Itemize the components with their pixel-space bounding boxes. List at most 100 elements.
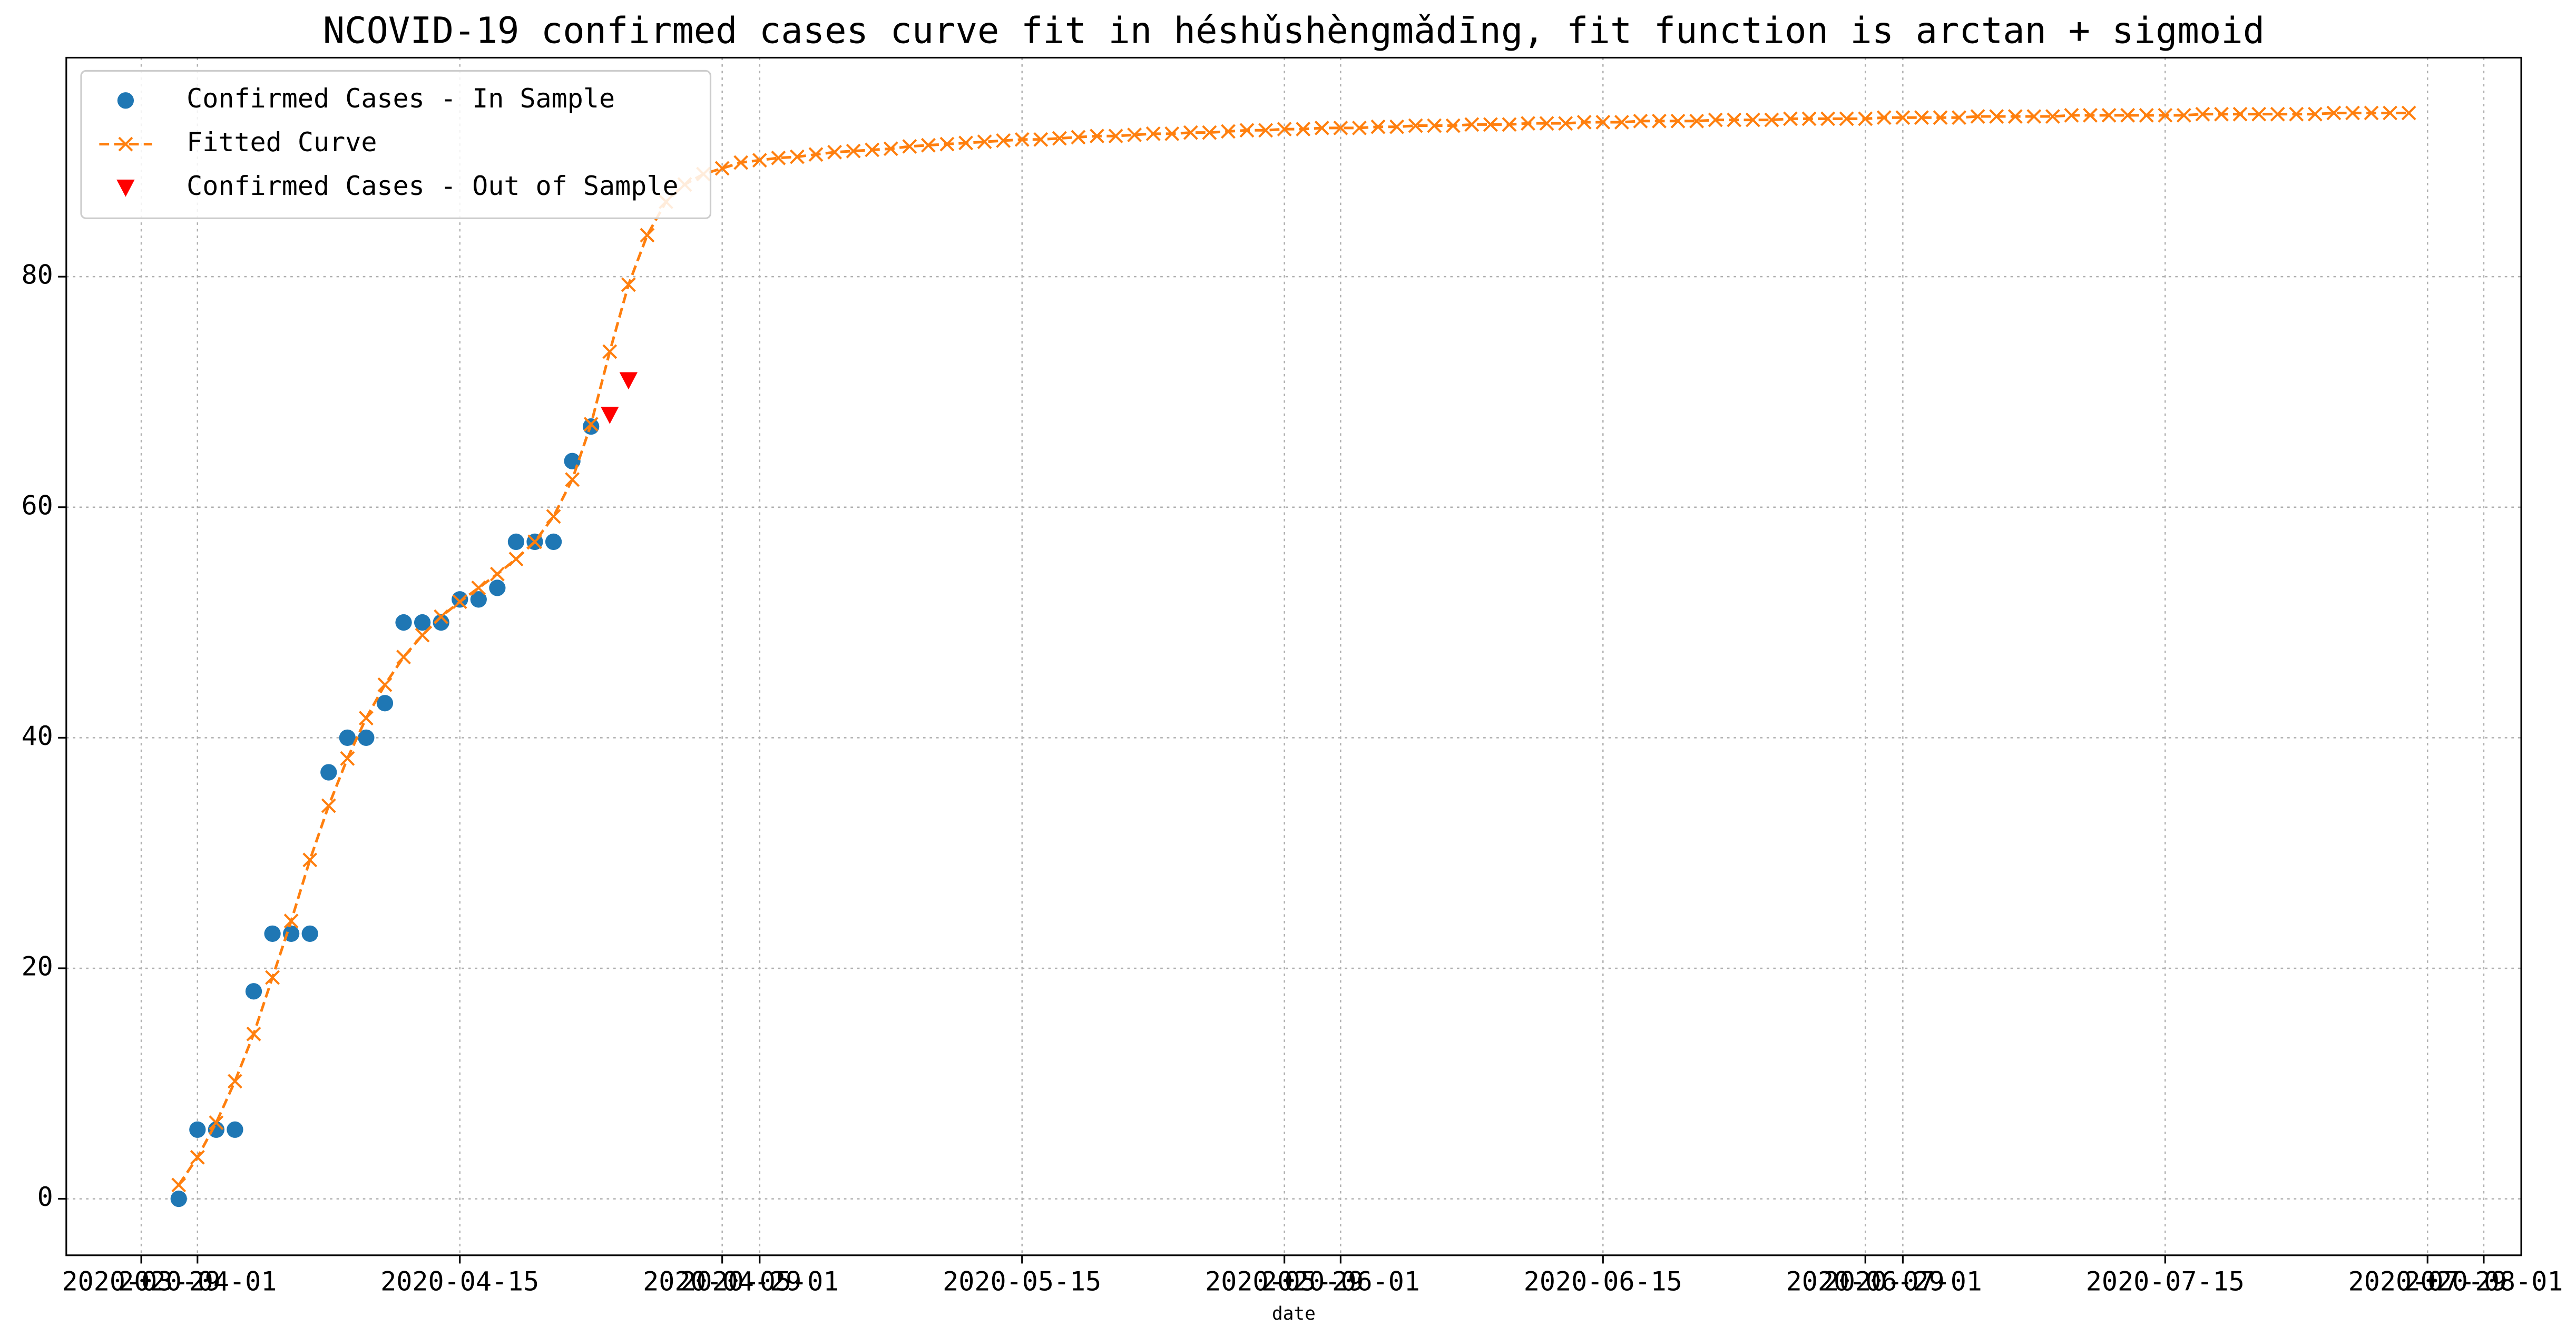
grid: [66, 57, 2522, 1255]
data-point: [377, 677, 393, 692]
x-tick-label: 2020-06-29: [1786, 1266, 1945, 1296]
data-point: [1052, 131, 1067, 146]
data-point: [2270, 106, 2285, 122]
data-point: [358, 711, 374, 726]
data-point: [302, 852, 318, 868]
data-point: [1427, 118, 1442, 133]
legend-marker: [116, 179, 135, 197]
data-point: [2064, 107, 2079, 123]
data-point: [452, 591, 468, 608]
data-point: [1989, 109, 2004, 124]
data-point: [2401, 105, 2416, 121]
legend-marker: [118, 136, 133, 152]
data-point: [1296, 122, 1311, 137]
data-point: [1708, 112, 1723, 127]
data-point: [2101, 107, 2117, 123]
data-point: [471, 580, 486, 595]
data-point: [227, 1121, 243, 1138]
data-point: [1033, 132, 1049, 147]
data-point: [489, 566, 505, 582]
data-point: [1090, 129, 1104, 144]
data-point: [358, 729, 375, 746]
data-point: [1576, 115, 1592, 130]
data-point: [1801, 111, 1817, 126]
data-point: [414, 614, 431, 631]
data-point: [808, 147, 824, 162]
data-point: [1239, 123, 1255, 138]
data-point: [433, 614, 449, 631]
data-point: [1820, 111, 1836, 126]
data-point: [265, 970, 280, 985]
data-point: [1689, 113, 1705, 129]
data-point: [227, 1074, 242, 1089]
data-point: [1745, 112, 1760, 127]
data-point: [1483, 117, 1498, 132]
data-point: [246, 1026, 261, 1042]
data-point: [2007, 109, 2023, 124]
y-tick-label: 80: [22, 260, 53, 290]
data-point: [602, 344, 618, 359]
x-tick-label: 2020-04-15: [380, 1266, 539, 1296]
data-point: [2364, 105, 2379, 121]
data-point: [1727, 112, 1742, 127]
data-point: [527, 534, 542, 549]
data-point: [583, 417, 599, 432]
data-point: [340, 751, 355, 766]
x-tick-label: 2020-07-01: [1824, 1266, 1982, 1296]
data-point: [958, 135, 973, 151]
data-point: [1558, 116, 1573, 131]
data-point: [2139, 107, 2154, 123]
data-point: [1970, 109, 1985, 124]
data-point: [434, 609, 449, 624]
data-point: [1258, 123, 1274, 138]
x-tick-label: 2020-05-15: [943, 1266, 1101, 1296]
x-tick-label: 2020-06-15: [1524, 1266, 1682, 1296]
data-point: [1521, 116, 1535, 131]
data-point: [1839, 111, 1854, 126]
data-point: [2026, 109, 2042, 124]
data-point: [1783, 111, 1798, 126]
data-point: [1445, 118, 1461, 133]
data-point: [282, 925, 300, 942]
data-point: [546, 509, 561, 524]
data-point: [209, 1115, 224, 1131]
x-tick-label: 2020-03-29: [62, 1266, 221, 1296]
data-point: [171, 1177, 187, 1193]
data-point: [2232, 106, 2248, 122]
data-point: [902, 139, 917, 154]
data-point: [1895, 110, 1911, 125]
data-point: [321, 798, 336, 813]
data-point: [395, 614, 412, 631]
data-point: [545, 533, 562, 551]
data-point: [1858, 111, 1873, 126]
data-point: [977, 134, 992, 150]
data-point: [1164, 126, 1180, 141]
legend-label: Confirmed Cases - In Sample: [187, 83, 615, 114]
data-point: [190, 1150, 205, 1165]
data-point: [2176, 107, 2191, 123]
x-tick-label: 2020-05-29: [1205, 1266, 1364, 1296]
plot-area: [170, 105, 2416, 1207]
data-point: [245, 983, 262, 1000]
data-point: [339, 729, 356, 746]
data-point: [619, 372, 638, 390]
data-point: [489, 579, 506, 596]
data-point: [827, 144, 843, 160]
data-point: [1914, 110, 1929, 125]
x-tick-label: 2020-08-01: [2404, 1266, 2563, 1296]
data-point: [714, 161, 730, 176]
data-point: [621, 277, 636, 292]
data-point: [452, 594, 467, 610]
data-point: [1314, 120, 1329, 135]
data-point: [883, 141, 898, 156]
data-point: [2251, 106, 2267, 122]
data-point: [2158, 107, 2173, 123]
legend-marker: [117, 92, 134, 109]
data-point: [1670, 113, 1686, 129]
legend-label: Confirmed Cases - Out of Sample: [187, 171, 678, 201]
data-point: [1933, 110, 1948, 125]
data-point: [264, 925, 281, 942]
